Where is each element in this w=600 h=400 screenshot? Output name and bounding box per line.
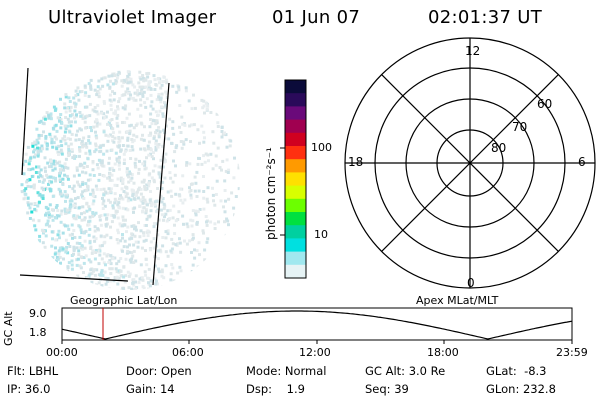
colorbar-segment [285,119,306,134]
colorbar-segment [285,146,306,160]
time-tick-2359: 23:59 [556,346,588,359]
time-tick-1200: 12:00 [299,346,331,359]
colorbar-unit-label: photon cm⁻²s⁻¹ [264,147,278,240]
colorbar-segment [285,264,306,279]
time-label: 02:01:37 UT [428,7,543,28]
info-dsp: Dsp: 1.9 [246,382,305,396]
info-gc-alt: GC Alt: 3.0 Re [365,364,446,378]
colorbar-tick-100: 100 [311,141,332,154]
time-tick-0600: 06:00 [172,346,204,359]
info-ip: IP: 36.0 [7,382,51,396]
colorbar-tick-10: 10 [314,228,328,241]
limb-line-bottom [19,274,129,282]
info-gain: Gain: 14 [126,382,175,396]
uv-globe-image [19,67,240,290]
altitude-ytick-high: 9.0 [29,307,47,320]
colorbar-segment [285,238,306,253]
apex-caption: Apex MLat/MLT [416,294,499,307]
colorbar-segment [285,185,306,200]
colorbar-segment [285,212,306,226]
colorbar-segment [285,106,306,121]
colorbar-segment [285,172,306,187]
time-tick-1800: 18:00 [427,346,459,359]
info-seq: Seq: 39 [365,382,409,396]
info-door: Door: Open [126,364,192,378]
colorbar-segment [285,198,306,213]
altitude-ylabel: GC Alt [2,311,15,346]
colorbar-segment [285,93,306,107]
colorbar-segment [285,159,306,173]
info-glon: GLon: 232.8 [486,382,556,396]
terminator-line [152,82,170,286]
geographic-caption: Geographic Lat/Lon [70,294,178,307]
mlt-label-18: 18 [348,155,364,169]
colorbar-segment [285,251,306,266]
polar-plot [344,37,596,289]
instrument-title: Ultraviolet Imager [48,7,217,28]
info-mode: Mode: Normal [246,364,327,378]
altitude-ytick-low: 1.8 [29,326,47,339]
colorbar-segment [285,132,306,147]
colorbar [280,79,307,279]
info-glat: GLat: -8.3 [486,364,547,378]
lat-label-80: 80 [491,141,507,155]
altitude-panel [61,307,573,344]
colorbar-segment [285,225,306,239]
lat-label-60: 60 [537,97,553,111]
mlt-label-12: 12 [465,44,481,58]
mlt-label-0: 0 [467,276,475,290]
mlt-label-6: 6 [578,155,586,169]
colorbar-segment [285,80,306,94]
info-filter: Flt: LBHL [7,364,59,378]
limb-line-left [21,67,29,176]
lat-label-70: 70 [512,120,528,134]
date-label: 01 Jun 07 [272,7,361,28]
time-tick-0000: 00:00 [46,346,78,359]
